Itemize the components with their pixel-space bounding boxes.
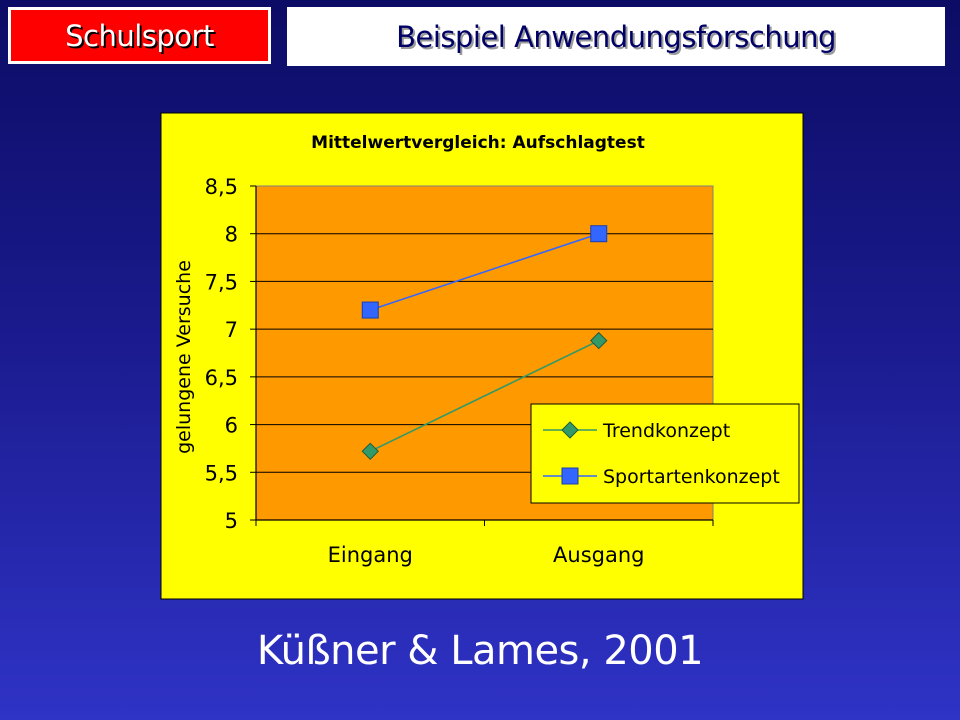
slide-title: Beispiel Anwendungsforschung — [396, 19, 836, 54]
legend-marker-square — [561, 467, 579, 485]
citation: Küßner & Lames, 2001 — [256, 628, 704, 674]
series-line-1 — [369, 339, 600, 453]
y-tick-label: 5,5 — [205, 461, 238, 485]
chart: Mittelwertvergleich: Aufschlagtest 5 5,5 6 6… — [160, 112, 804, 600]
y-tick-label: 8,5 — [205, 175, 238, 199]
section-tag: Schulsport — [8, 7, 271, 64]
data-point-square — [590, 225, 608, 243]
x-tick-label: Ausgang — [553, 543, 644, 567]
legend-label: Trendkonzept — [602, 420, 730, 442]
legend-marker-diamond — [561, 421, 579, 439]
series-line-2 — [369, 232, 600, 311]
line-chart: Mittelwertvergleich: Aufschlagtest 5 5,5 6 6… — [160, 112, 804, 600]
y-tick-label: 5 — [225, 509, 238, 533]
section-tag-label: Schulsport — [65, 18, 214, 53]
data-point-diamond — [361, 442, 379, 460]
slide-title-box: Beispiel Anwendungsforschung — [287, 7, 945, 66]
x-tick-label: Eingang — [328, 543, 413, 567]
y-tick-label: 6,5 — [205, 366, 238, 390]
chart-title: Mittelwertvergleich: Aufschlagtest — [311, 133, 645, 153]
y-tick-label: 7 — [225, 318, 238, 342]
y-tick-label: 7,5 — [205, 270, 238, 294]
legend-label: Sportartenkonzept — [603, 466, 780, 488]
y-tick-label: 6 — [225, 414, 238, 438]
y-tick-label: 8 — [225, 223, 238, 247]
data-point-diamond — [590, 331, 608, 350]
data-point-square — [361, 301, 379, 319]
y-axis-label: gelungene Versuche — [173, 260, 195, 454]
legend — [530, 403, 800, 504]
